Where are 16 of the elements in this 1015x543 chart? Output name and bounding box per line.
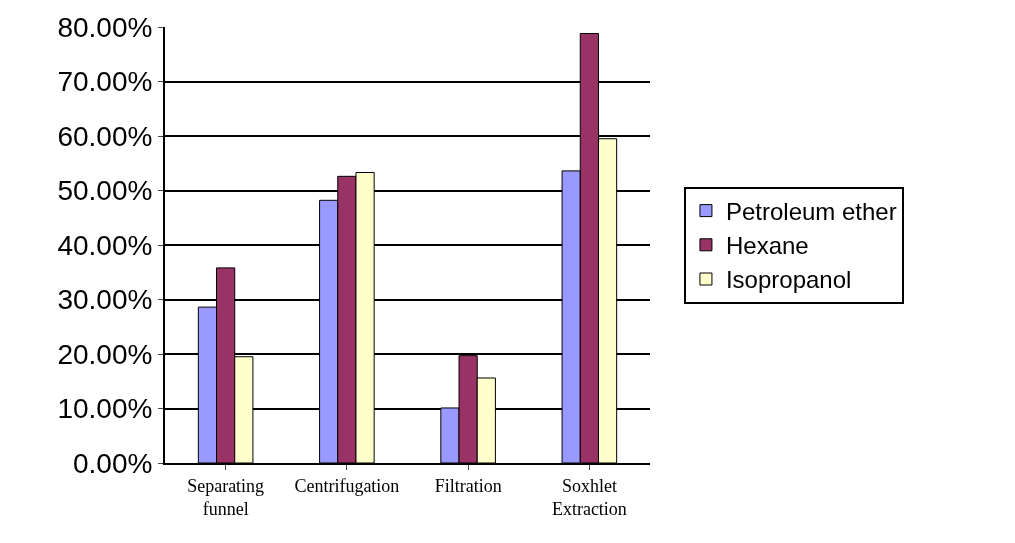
y-tick-label: 80.00% [57, 11, 153, 43]
y-tick-label: 70.00% [57, 66, 153, 98]
y-tick-label: 60.00% [57, 120, 153, 152]
x-tick-label: Soxhlet Extraction [551, 475, 627, 519]
y-tick-label: 50.00% [57, 175, 153, 207]
y-tick-label: 20.00% [57, 338, 153, 370]
legend-label: Petroleum ether [725, 197, 897, 225]
legend-label: Hexane [725, 232, 809, 260]
x-tick-label: Filtration [434, 475, 502, 496]
y-tick-label: 30.00% [57, 284, 153, 316]
x-tick-label: Centrifugation [294, 475, 400, 496]
y-tick-label: 10.00% [57, 393, 153, 425]
x-tick-label: Separating funnel [187, 475, 265, 519]
legend-label: Isopropanol [725, 266, 852, 294]
y-tick-label: 40.00% [57, 229, 153, 261]
y-tick-label: 0.00% [72, 447, 153, 479]
